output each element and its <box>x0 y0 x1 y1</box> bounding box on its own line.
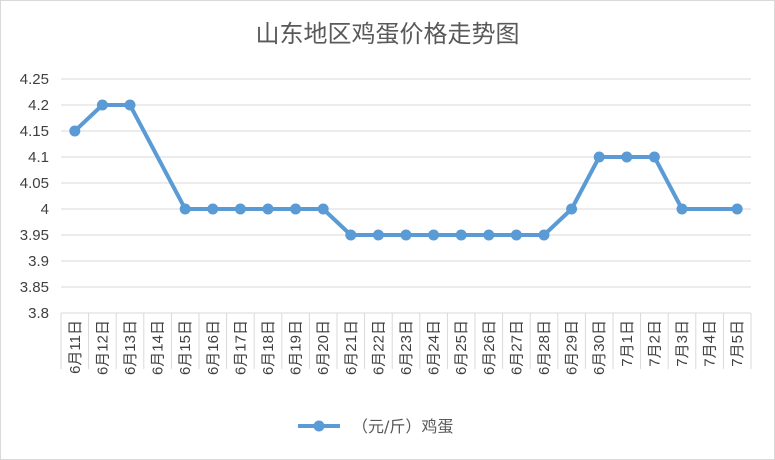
x-tick-label: 7月2日 <box>646 320 663 367</box>
x-tick-label: 6月24日 <box>426 320 443 375</box>
y-tick-label: 3.8 <box>28 305 49 322</box>
y-tick-label: 3.95 <box>20 227 49 244</box>
x-tick-label: 6月21日 <box>343 320 360 375</box>
x-tick-label: 7月3日 <box>674 320 691 367</box>
series-line <box>73 103 738 237</box>
y-axis: 4.25 4.2 4.15 4.1 4.05 4 3.95 3.9 3.85 3.8 <box>20 71 49 322</box>
x-tick-label: 6月14日 <box>150 320 167 375</box>
x-tick-label: 6月27日 <box>508 320 525 375</box>
x-tick-label: 6月28日 <box>536 320 553 375</box>
x-tick-label: 6月20日 <box>315 320 332 375</box>
data-point <box>234 203 246 215</box>
y-tick-label: 3.85 <box>20 279 49 296</box>
data-point <box>621 151 633 163</box>
y-tick-label: 3.9 <box>28 253 49 270</box>
y-tick-label: 4.15 <box>20 123 49 140</box>
data-point <box>96 99 108 111</box>
data-point <box>510 229 522 241</box>
data-point <box>428 229 440 241</box>
x-tick-label: 6月12日 <box>94 320 111 375</box>
data-point <box>124 99 136 111</box>
data-point <box>400 229 412 241</box>
data-point <box>483 229 495 241</box>
x-tick-label: 7月1日 <box>619 320 636 367</box>
data-point <box>317 203 329 215</box>
x-tick-label: 6月23日 <box>398 320 415 375</box>
data-point <box>648 151 660 163</box>
legend-point-marker <box>313 420 325 432</box>
data-point <box>731 203 743 215</box>
gridlines <box>61 78 751 314</box>
x-axis: 6月11日 6月12日 6月13日 6月14日 6月15日 6月16日 6月17日 6月18日… <box>60 313 752 375</box>
data-point <box>676 203 688 215</box>
data-point <box>538 229 550 241</box>
y-tick-label: 4.05 <box>20 175 49 192</box>
data-point <box>593 151 605 163</box>
data-point <box>345 229 357 241</box>
x-tick-label: 6月22日 <box>370 320 387 375</box>
x-tick-label: 6月16日 <box>205 320 222 375</box>
legend-label: （元/斤）鸡蛋 <box>352 417 453 436</box>
x-tick-label: 6月30日 <box>591 320 608 375</box>
x-tick-label: 6月19日 <box>288 320 305 375</box>
x-tick-label: 6月18日 <box>260 320 277 375</box>
data-point <box>69 125 81 137</box>
data-point <box>179 203 191 215</box>
x-tick-label: 6月29日 <box>564 320 581 375</box>
x-tick-label: 6月13日 <box>122 320 139 375</box>
data-point <box>566 203 578 215</box>
series-layer <box>69 99 743 241</box>
x-tick-label: 7月4日 <box>702 320 719 367</box>
legend: （元/斤）鸡蛋 <box>298 417 453 436</box>
x-tick-label: 6月25日 <box>453 320 470 375</box>
data-point <box>372 229 384 241</box>
x-tick-label: 6月15日 <box>177 320 194 375</box>
y-tick-label: 4.1 <box>28 149 49 166</box>
data-point <box>207 203 219 215</box>
x-tick-label: 7月5日 <box>729 320 746 367</box>
y-tick-label: 4.25 <box>20 71 49 88</box>
x-tick-label: 6月11日 <box>67 320 84 374</box>
x-tick-label: 6月17日 <box>232 320 249 375</box>
data-point <box>262 203 274 215</box>
data-point <box>455 229 467 241</box>
x-tick-label: 6月26日 <box>481 320 498 375</box>
data-point <box>290 203 302 215</box>
y-tick-label: 4.2 <box>28 97 49 114</box>
y-tick-label: 4 <box>41 201 49 218</box>
chart-title: 山东地区鸡蛋价格走势图 <box>255 20 520 48</box>
